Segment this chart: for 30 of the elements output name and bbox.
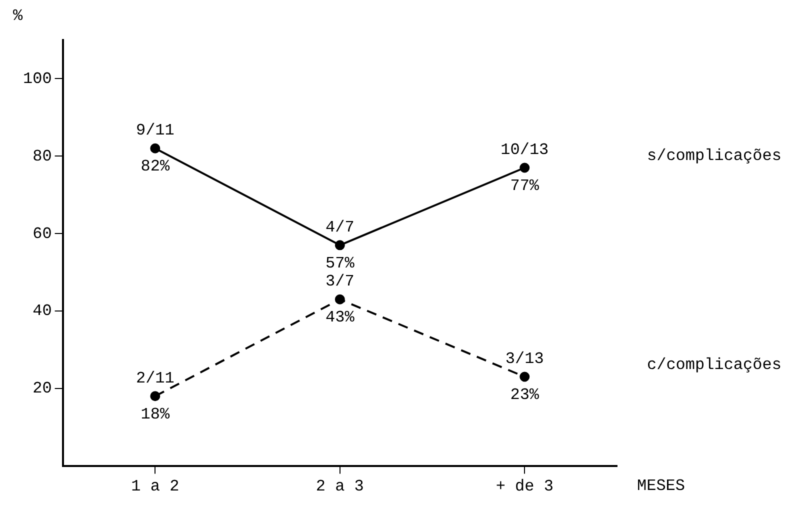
text: c/complicações xyxy=(647,356,782,374)
y-tick-label: 80 xyxy=(32,147,52,166)
data-label: 18% xyxy=(140,405,170,424)
point xyxy=(150,143,160,154)
y-tick-label: 100 xyxy=(22,70,52,88)
point xyxy=(520,372,530,382)
data-label: 77% xyxy=(510,176,540,195)
point xyxy=(520,162,530,173)
data-label: 23% xyxy=(510,386,540,404)
x-axis-title: MESES xyxy=(637,477,686,496)
point xyxy=(334,294,345,304)
text: s/complicações xyxy=(647,146,782,165)
annotation: 4/7 xyxy=(325,218,354,236)
data-label: 43% xyxy=(325,308,355,327)
data-label: 82% xyxy=(140,158,170,176)
annotation: 10/13 xyxy=(500,140,549,159)
y-tick-label: 20 xyxy=(32,380,52,398)
y-tick-label: 40 xyxy=(32,302,52,320)
annotation: 2/11 xyxy=(136,369,174,388)
y-axis-title: % xyxy=(13,7,23,26)
annotation: 3/13 xyxy=(505,350,544,368)
x-tick-label: 2 a 3 xyxy=(316,478,364,496)
y-tick-label: 60 xyxy=(32,224,52,243)
annotation: 9/11 xyxy=(136,122,174,140)
x-tick-label: + de 3 xyxy=(496,478,554,496)
x-tick-label: 1 a 2 xyxy=(131,478,180,496)
point xyxy=(334,240,345,250)
annotation: 3/7 xyxy=(325,272,354,291)
point xyxy=(150,391,160,402)
data-label: 57% xyxy=(325,254,355,272)
